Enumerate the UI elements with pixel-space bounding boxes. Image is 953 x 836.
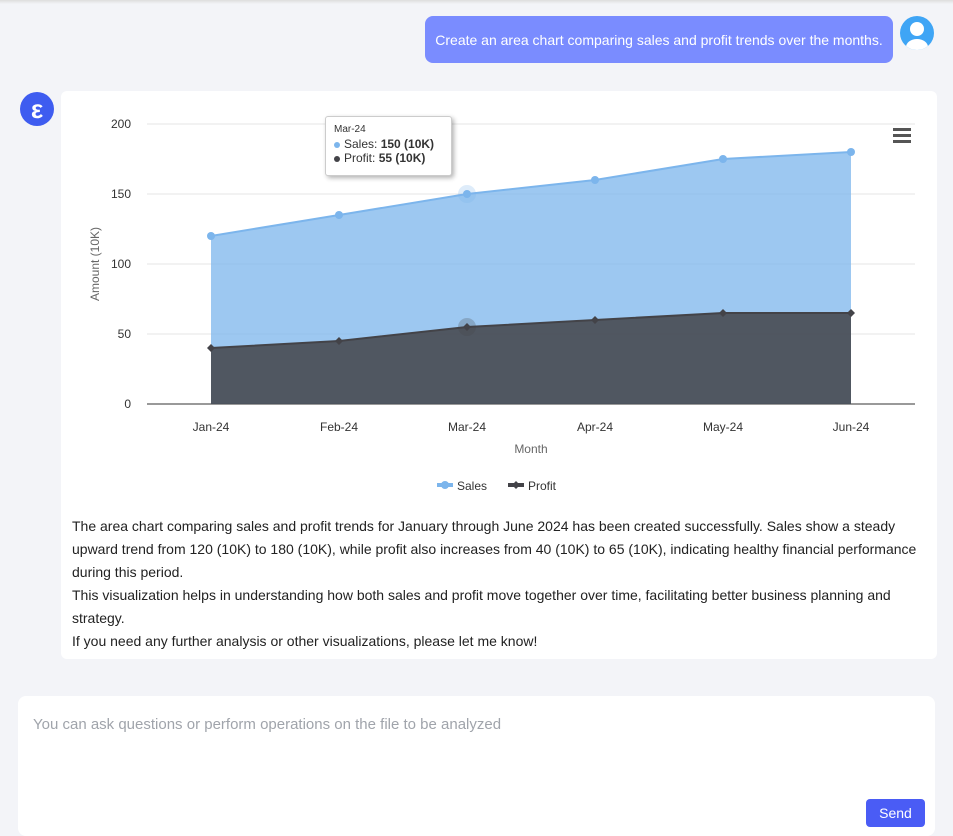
send-button[interactable]: Send: [866, 799, 925, 827]
legend-item-sales: Sales: [457, 479, 487, 493]
tooltip-sales-label: Sales:: [344, 137, 381, 151]
line-profit: [210, 312, 851, 349]
line-sales: [210, 151, 852, 237]
response-paragraph: This visualization helps in understandin…: [72, 587, 891, 626]
sales-point: [207, 232, 215, 240]
profit-point: [591, 316, 599, 324]
x-axis-title: Month: [514, 442, 547, 456]
sales-point: [463, 190, 471, 198]
menu-hamburger-icon[interactable]: [893, 128, 911, 143]
y-tick-label: 200: [111, 117, 131, 131]
tooltip-profit-label: Profit:: [344, 151, 379, 165]
y-tick-label: 150: [111, 187, 131, 201]
y-tick-label: 100: [111, 257, 131, 271]
x-tick-label: Jan-24: [193, 420, 230, 434]
legend-marker: [512, 481, 520, 489]
top-bar-shadow: [0, 0, 953, 4]
y-tick-label: 50: [118, 327, 132, 341]
bot-response-text: The area chart comparing sales and profi…: [72, 515, 932, 653]
user-avatar: [900, 16, 934, 50]
chart-tooltip: Mar-24 Sales: 150 (10K) Profit: 55 (10K): [325, 116, 452, 176]
sales-point: [591, 176, 599, 184]
y-tick-label: 0: [124, 397, 131, 411]
sales-point: [335, 211, 343, 219]
legend-item-profit: Profit: [528, 479, 557, 493]
profit-point: [207, 344, 215, 352]
chat-input-box[interactable]: You can ask questions or perform operati…: [18, 696, 935, 836]
chat-input-placeholder[interactable]: You can ask questions or perform operati…: [33, 716, 502, 733]
x-tick-label: Mar-24: [448, 420, 486, 434]
x-tick-label: Jun-24: [833, 420, 870, 434]
user-icon: [906, 22, 928, 50]
sales-point: [719, 155, 727, 163]
user-message: Create an area chart comparing sales and…: [425, 16, 893, 63]
bot-avatar: ε: [20, 92, 54, 126]
tooltip-header: Mar-24: [334, 124, 366, 135]
profit-point: [463, 323, 471, 331]
response-paragraph: The area chart comparing sales and profi…: [72, 518, 917, 580]
legend-marker: [441, 481, 449, 489]
x-tick-label: Apr-24: [577, 420, 613, 434]
x-tick-label: Feb-24: [320, 420, 358, 434]
sales-point: [847, 148, 855, 156]
x-tick-label: May-24: [703, 420, 743, 434]
y-axis-title: Amount (10K): [88, 227, 102, 301]
response-paragraph: If you need any further analysis or othe…: [72, 633, 538, 649]
tooltip-sales-value: 150 (10K): [380, 137, 435, 151]
area-profit: [211, 313, 851, 404]
area-chart: 0 50 100 150 200 Jan-24 Feb-24 Mar-24 Apr-24 May-…: [88, 117, 915, 493]
profit-point: [719, 309, 727, 317]
profit-point: [847, 309, 855, 317]
tooltip-profit-value: 55 (10K): [378, 151, 426, 165]
profit-point: [335, 337, 343, 345]
